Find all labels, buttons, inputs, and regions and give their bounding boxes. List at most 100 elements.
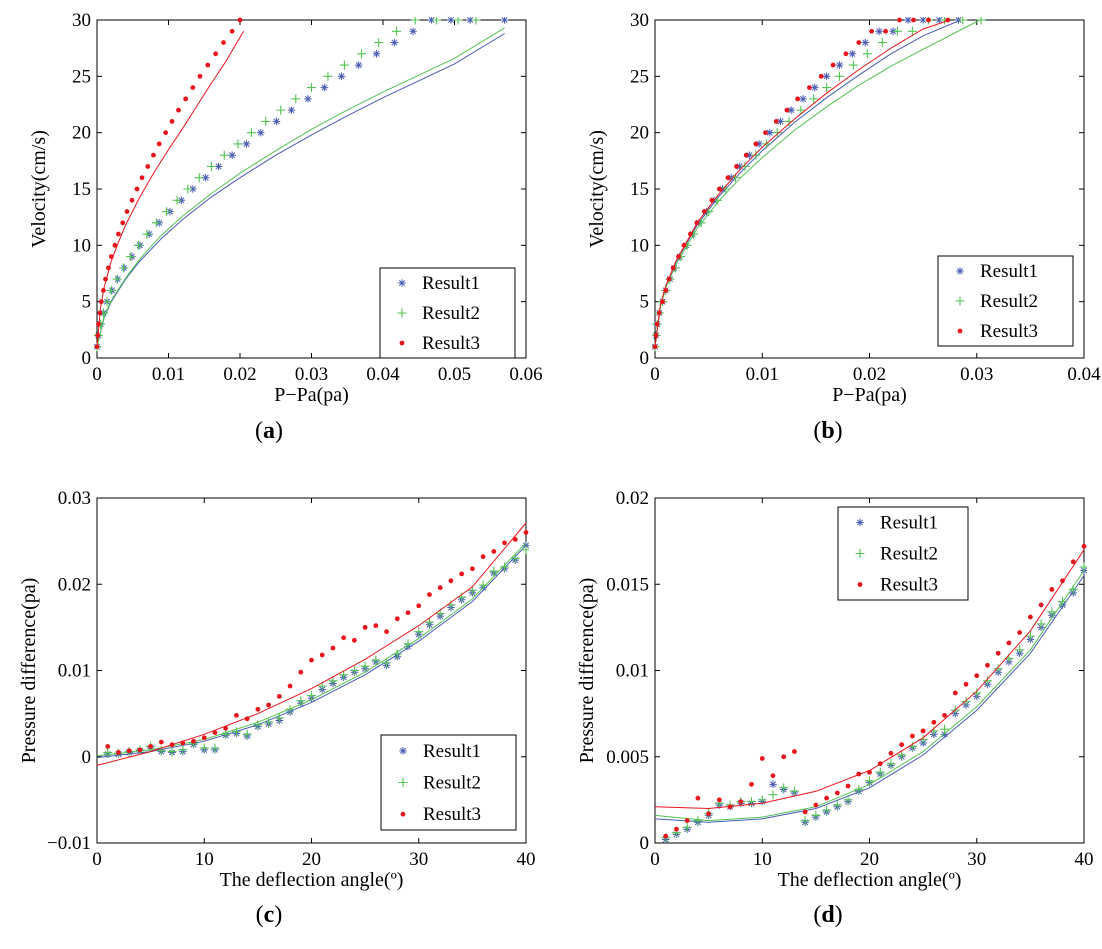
data-point	[158, 739, 164, 745]
data-point	[491, 549, 497, 554]
data-point	[169, 119, 175, 124]
legend-a: Result1 Result2 Result3	[379, 267, 516, 359]
data-point	[94, 344, 100, 350]
y-tick-label: 25	[72, 66, 91, 87]
data-point	[384, 629, 389, 635]
data-point	[830, 62, 836, 68]
data-point	[172, 195, 182, 205]
data-point	[789, 786, 799, 796]
data-point	[897, 750, 907, 760]
data-point	[190, 85, 196, 90]
data-point	[867, 769, 872, 775]
data-point	[392, 649, 402, 659]
y-tick-label: 0.02	[616, 488, 649, 509]
legend-label-result1: Result1	[880, 513, 938, 534]
legend-b: Result1 Result2 Result3	[937, 255, 1074, 347]
series-result1	[661, 566, 1087, 844]
y-tick-label: 10	[630, 235, 649, 256]
data-point	[899, 742, 905, 748]
data-point	[856, 40, 862, 45]
data-point	[1047, 607, 1057, 617]
data-point	[695, 795, 701, 801]
y-tick-label: 20	[630, 123, 649, 144]
data-point	[500, 17, 509, 24]
data-point	[437, 585, 443, 591]
data-point	[480, 554, 486, 560]
panel-label-a: (a)	[255, 418, 283, 444]
data-point	[469, 566, 475, 572]
fit-line-result3	[654, 19, 951, 347]
data-point	[330, 645, 336, 651]
data-point	[191, 738, 196, 744]
y-tick-label: 20	[72, 123, 91, 144]
data-point	[320, 83, 329, 92]
data-point	[523, 530, 529, 535]
data-point	[337, 72, 346, 81]
data-point	[654, 321, 660, 327]
data-point	[865, 776, 874, 786]
data-point	[770, 773, 776, 779]
data-point	[765, 128, 774, 137]
x-tick-label: 0.04	[366, 364, 400, 385]
data-point	[940, 730, 949, 739]
data-point	[228, 151, 236, 159]
fit-line-result3	[96, 522, 527, 766]
data-point	[521, 545, 529, 555]
data-point	[339, 60, 349, 70]
data-point	[96, 321, 101, 327]
data-point	[178, 745, 188, 755]
x-tick-label: 20	[302, 849, 321, 870]
series-result1	[103, 541, 529, 758]
data-point	[1079, 562, 1087, 572]
data-point	[103, 276, 108, 282]
y-tick-label: 15	[72, 179, 91, 200]
y-tick-label: 0.015	[606, 574, 649, 595]
data-point	[372, 50, 381, 58]
data-point	[832, 800, 842, 810]
data-point	[734, 164, 739, 169]
data-point	[963, 681, 969, 687]
data-point	[802, 809, 808, 815]
data-point	[489, 566, 499, 576]
data-point	[776, 117, 785, 126]
data-point	[843, 51, 849, 57]
data-point	[266, 702, 271, 708]
y-tick-label: 0.02	[58, 574, 91, 595]
x-tick-label: 0	[92, 364, 102, 385]
data-point	[189, 185, 197, 193]
panel-letter: b	[821, 418, 834, 444]
data-point	[360, 661, 370, 671]
data-point	[743, 152, 749, 158]
y-tick-label: 5	[640, 292, 650, 313]
legend-marker-result3	[400, 811, 406, 817]
data-point	[255, 706, 261, 712]
data-point	[818, 73, 824, 79]
data-point	[234, 712, 239, 718]
data-point	[101, 288, 106, 293]
data-point	[97, 310, 103, 316]
data-point	[427, 17, 436, 24]
data-point	[242, 140, 251, 148]
data-point	[194, 173, 204, 183]
data-point	[120, 220, 126, 226]
series-result2	[94, 17, 481, 352]
data-point	[237, 17, 243, 23]
data-point	[466, 17, 475, 24]
data-point	[822, 72, 831, 81]
data-point	[725, 175, 731, 181]
data-point	[824, 795, 829, 801]
series-result2	[103, 545, 529, 758]
data-point	[199, 743, 209, 753]
data-point	[653, 333, 659, 338]
data-point	[753, 141, 759, 147]
y-axis-label: Pressure difference(pa)	[576, 578, 598, 764]
data-point	[1060, 578, 1065, 584]
data-point	[772, 128, 782, 138]
data-point	[382, 658, 392, 668]
fit-line-result3	[96, 31, 245, 347]
data-point	[796, 105, 806, 115]
data-point	[502, 540, 507, 546]
panel-letter: a	[263, 418, 275, 444]
data-point	[656, 310, 662, 316]
data-point	[892, 26, 902, 36]
